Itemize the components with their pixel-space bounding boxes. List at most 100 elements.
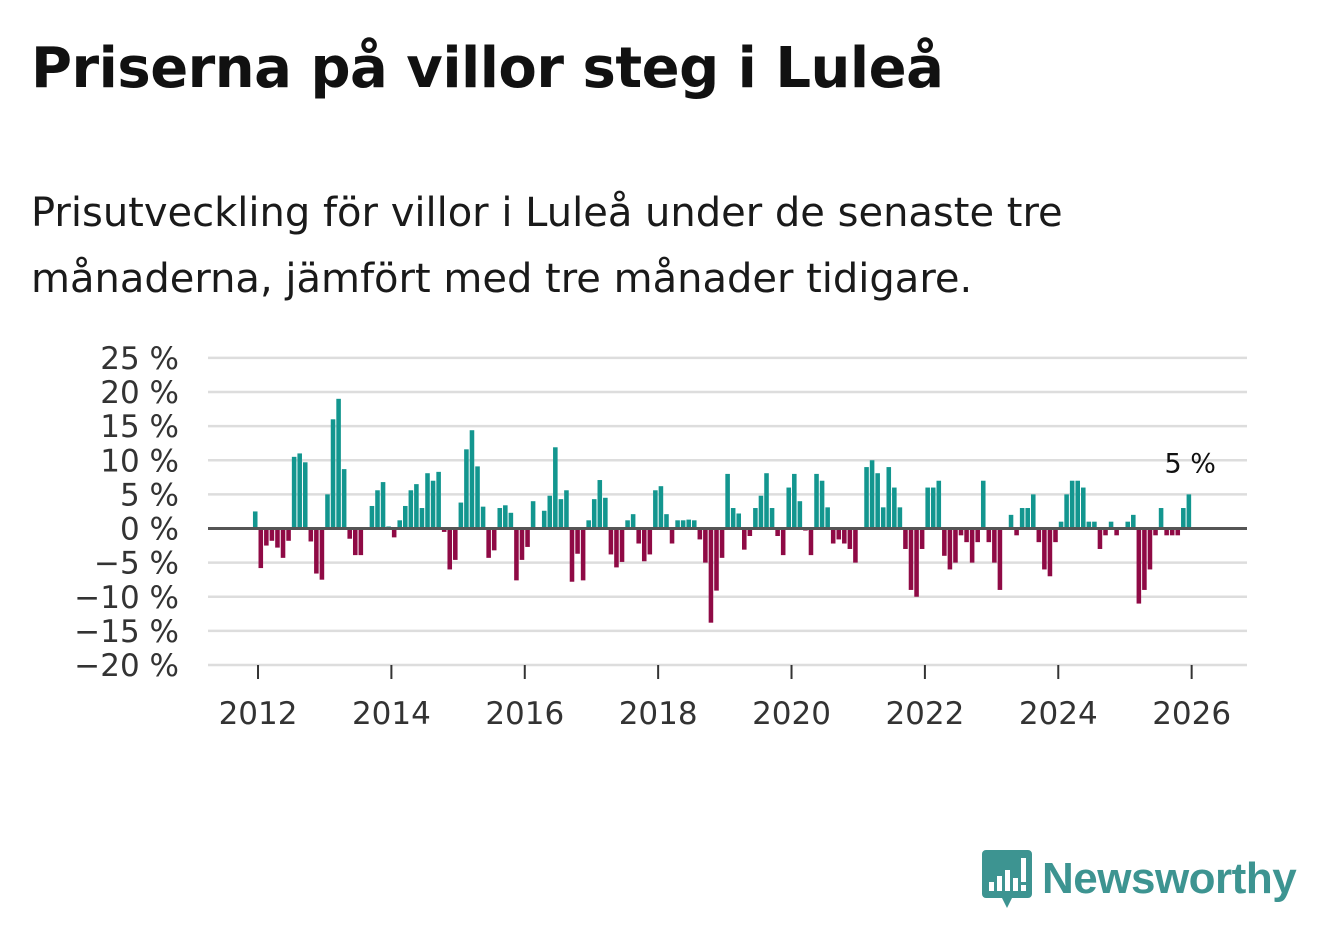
bar: [1097, 528, 1103, 549]
bar: [1114, 528, 1119, 536]
bar: [347, 528, 352, 539]
x-tick-label: 2014: [352, 696, 431, 732]
bar: [330, 419, 336, 529]
bar: [1169, 528, 1175, 536]
bar: [275, 528, 280, 548]
bar: [414, 484, 419, 529]
y-tick-label: −15 %: [74, 614, 179, 650]
bar: [514, 528, 519, 581]
bar: [825, 507, 830, 529]
y-axis-labels: −20 %−15 %−10 %−5 %0 %5 %10 %15 %20 %25 …: [74, 341, 179, 684]
bar: [419, 508, 425, 529]
bar: [669, 528, 675, 544]
bar: [742, 528, 747, 550]
bar: [608, 528, 614, 555]
bar: [764, 473, 769, 529]
bar: [869, 460, 875, 529]
bar: [464, 449, 469, 529]
bar: [658, 486, 664, 529]
bar: [653, 490, 658, 529]
bar: [558, 499, 564, 529]
bar: [1103, 528, 1108, 536]
bar: [1147, 528, 1153, 570]
bar: [897, 507, 903, 529]
bar: [964, 528, 969, 543]
bar: [814, 473, 819, 529]
bar: [569, 528, 575, 582]
bar: [269, 528, 275, 541]
bar: [408, 490, 414, 529]
bar: [375, 490, 380, 529]
bar: [1186, 494, 1192, 529]
bar: [958, 528, 964, 536]
bar: [730, 508, 736, 529]
bar: [942, 528, 947, 556]
bar: [747, 528, 753, 537]
bar: [886, 467, 892, 529]
bar: [1008, 514, 1014, 529]
bar: [369, 505, 375, 529]
bar: [919, 528, 925, 549]
bar: [258, 528, 264, 569]
bar: [614, 528, 619, 568]
bar: [892, 487, 897, 529]
x-tick-label: 2020: [752, 696, 831, 732]
bar: [391, 528, 397, 538]
bar: [969, 528, 975, 563]
x-tick-label: 2024: [1019, 696, 1098, 732]
bar: [819, 480, 825, 529]
bar: [486, 528, 491, 558]
bar: [447, 528, 453, 570]
bar: [775, 528, 780, 537]
bar: [792, 473, 797, 529]
bar: [553, 447, 558, 529]
bar: [625, 520, 630, 529]
bar: [630, 514, 636, 529]
bar: [580, 528, 586, 581]
bar: [797, 501, 803, 529]
bar: [291, 456, 297, 529]
bar: [280, 528, 286, 558]
chart-title: Priserna på villor steg i Luleå: [31, 36, 944, 101]
newsworthy-logo-icon: [982, 850, 1032, 908]
bar: [980, 480, 986, 529]
bar: [647, 528, 653, 555]
bar: [1086, 521, 1092, 529]
x-tick-label: 2026: [1152, 696, 1231, 732]
bar: [1153, 528, 1158, 536]
bar: [697, 528, 703, 540]
bar: [808, 528, 814, 556]
bar: [1164, 528, 1169, 536]
bar: [992, 528, 997, 563]
bar: [436, 471, 441, 529]
bar: [597, 480, 603, 529]
bar: [903, 528, 908, 549]
bar: [453, 528, 458, 560]
bar: [908, 528, 914, 590]
bar: [997, 528, 1003, 590]
bar: [864, 467, 869, 529]
bar: [953, 528, 958, 563]
bar: [547, 495, 553, 529]
bar: [975, 528, 980, 543]
brand-name: Newsworthy: [1042, 854, 1297, 903]
bar: [1158, 508, 1164, 529]
bar: [664, 514, 669, 529]
y-tick-label: −5 %: [94, 546, 179, 582]
bar: [480, 506, 486, 529]
y-tick-label: 20 %: [100, 375, 179, 411]
newsworthy-brand[interactable]: Newsworthy: [982, 848, 1297, 910]
bar: [880, 507, 886, 529]
bar: [691, 520, 697, 529]
bar: [1053, 528, 1058, 543]
bar: [586, 520, 591, 529]
bar: [425, 473, 430, 529]
bar: [458, 502, 464, 529]
bar: [786, 487, 792, 529]
annotations: 5 %: [1164, 448, 1215, 479]
bar: [1181, 508, 1186, 529]
bar: [302, 462, 308, 529]
bar: [769, 508, 775, 529]
bar: [325, 494, 330, 529]
bar: [336, 398, 341, 529]
